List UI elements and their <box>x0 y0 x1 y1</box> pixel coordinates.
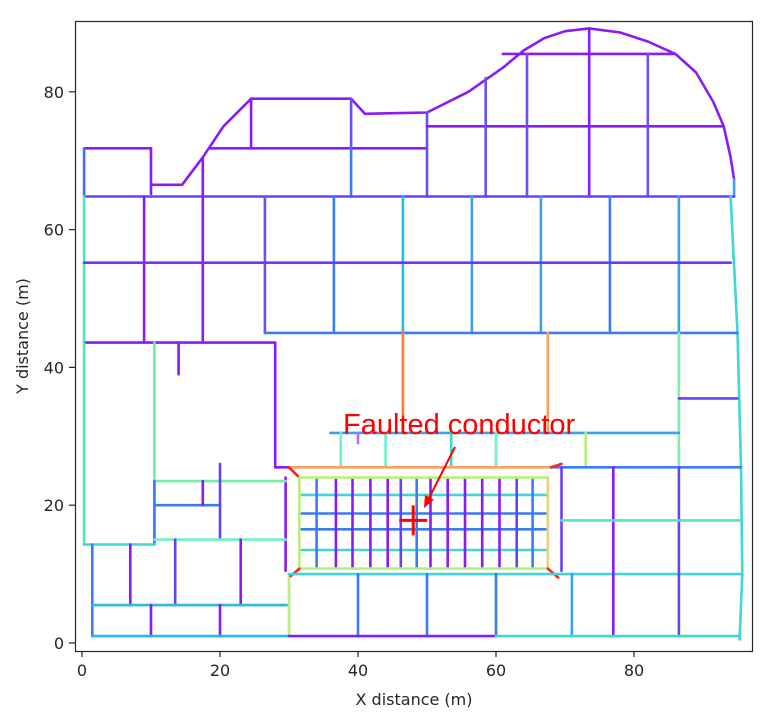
conductor-segment <box>82 341 291 469</box>
x-axis-label: X distance (m) <box>356 690 473 709</box>
fault-arrow-icon <box>426 446 456 503</box>
y-tick-label: 40 <box>44 358 64 377</box>
y-tick-label: 0 <box>54 634 64 653</box>
y-axis-ticks: 0 20 40 60 80 <box>44 83 75 653</box>
y-tick-label: 20 <box>44 496 64 515</box>
conductor-segment <box>549 462 563 469</box>
plot-area <box>82 27 744 641</box>
arrowhead-icon <box>424 495 434 508</box>
fault-annotation-text: Faulted conductor <box>343 409 575 441</box>
y-axis-label: Y distance (m) <box>13 278 32 395</box>
x-axis-ticks: 0 20 40 60 80 <box>77 651 644 680</box>
y-tick-label: 60 <box>44 221 64 240</box>
axes-frame <box>74 20 754 653</box>
x-tick-label: 20 <box>210 661 230 680</box>
y-tick-label: 80 <box>44 83 64 102</box>
x-tick-label: 60 <box>486 661 506 680</box>
conductor-segment <box>149 27 736 187</box>
fault-annotation: Faulted conductor <box>343 409 575 536</box>
x-tick-label: 0 <box>77 661 87 680</box>
x-tick-label: 80 <box>624 661 644 680</box>
x-tick-label: 40 <box>348 661 368 680</box>
fault-cross-marker-icon <box>399 505 428 536</box>
conductor-segment <box>287 465 301 479</box>
